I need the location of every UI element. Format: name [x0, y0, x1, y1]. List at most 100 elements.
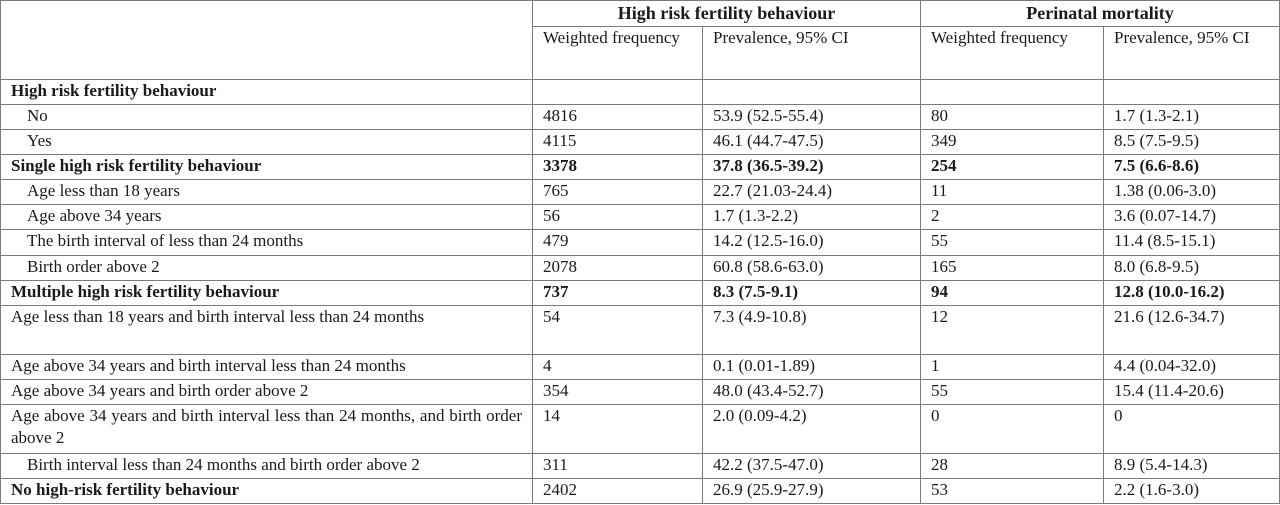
cell-freq1: 4 — [532, 353, 703, 380]
header-group-fertility: High risk fertility behaviour — [532, 0, 921, 28]
cell-prev2: 11.4 (8.5-15.1) — [1103, 229, 1280, 256]
row-label: No — [0, 104, 533, 131]
cell-prev1: 2.0 (0.09-4.2) — [702, 403, 921, 454]
header-empty-cell — [0, 0, 533, 81]
cell-freq1: 56 — [532, 204, 703, 231]
cell-prev1: 37.8 (36.5-39.2) — [702, 154, 921, 181]
cell-freq2: 11 — [920, 179, 1104, 206]
cell-prev2: 8.0 (6.8-9.5) — [1103, 254, 1280, 281]
cell-freq1: 765 — [532, 179, 703, 206]
cell-prev2: 0 — [1103, 403, 1280, 454]
table-row: No high-risk fertility behaviour 2402 26… — [0, 477, 1280, 505]
cell-freq2: 12 — [920, 304, 1104, 355]
cell-prev1: 60.8 (58.6-63.0) — [702, 254, 921, 281]
row-label: Age above 34 years and birth interval le… — [0, 403, 533, 454]
cell-freq1: 2402 — [532, 477, 703, 505]
table-row: Birth order above 2 2078 60.8 (58.6-63.0… — [0, 254, 1280, 281]
cell-freq2: 55 — [920, 229, 1104, 256]
cell-freq1: 479 — [532, 229, 703, 256]
cell-prev2 — [1103, 79, 1280, 106]
table-row: Age above 34 years and birth interval le… — [0, 353, 1280, 380]
table-row: The birth interval of less than 24 month… — [0, 229, 1280, 256]
row-label: The birth interval of less than 24 month… — [0, 229, 533, 256]
cell-prev2: 2.2 (1.6-3.0) — [1103, 477, 1280, 505]
cell-prev1: 8.3 (7.5-9.1) — [702, 279, 921, 306]
cell-freq2: 165 — [920, 254, 1104, 281]
cell-freq1: 4816 — [532, 104, 703, 131]
cell-freq2: 53 — [920, 477, 1104, 505]
cell-freq1: 4115 — [532, 129, 703, 156]
cell-freq2: 1 — [920, 353, 1104, 380]
cell-prev2: 21.6 (12.6-34.7) — [1103, 304, 1280, 355]
cell-prev2: 1.7 (1.3-2.1) — [1103, 104, 1280, 131]
cell-prev1: 0.1 (0.01-1.89) — [702, 353, 921, 380]
cell-prev2: 8.5 (7.5-9.5) — [1103, 129, 1280, 156]
row-label: Age above 34 years — [0, 204, 533, 231]
table-row: High risk fertility behaviour — [0, 79, 1280, 106]
cell-prev2: 3.6 (0.07-14.7) — [1103, 204, 1280, 231]
row-label: High risk fertility behaviour — [0, 79, 533, 106]
cell-freq2: 55 — [920, 378, 1104, 405]
row-label: Yes — [0, 129, 533, 156]
cell-prev2: 1.38 (0.06-3.0) — [1103, 179, 1280, 206]
cell-freq2: 80 — [920, 104, 1104, 131]
table-row: Yes 4115 46.1 (44.7-47.5) 349 8.5 (7.5-9… — [0, 129, 1280, 156]
cell-prev2: 4.4 (0.04-32.0) — [1103, 353, 1280, 380]
row-label: Age less than 18 years — [0, 179, 533, 206]
row-label: Single high risk fertility behaviour — [0, 154, 533, 181]
header-weighted-frequency-2: Weighted frequency — [920, 26, 1104, 81]
row-label: Multiple high risk fertility behaviour — [0, 279, 533, 306]
header-row-1: High risk fertility behaviour Perinatal … — [0, 0, 1280, 81]
cell-prev1: 48.0 (43.4-52.7) — [702, 378, 921, 405]
table-row: Age above 34 years and birth interval le… — [0, 403, 1280, 454]
cell-freq2: 94 — [920, 279, 1104, 306]
header-group-mortality: Perinatal mortality — [920, 0, 1280, 28]
cell-freq1: 311 — [532, 452, 703, 479]
cell-freq1: 14 — [532, 403, 703, 454]
cell-freq1: 354 — [532, 378, 703, 405]
cell-prev2: 7.5 (6.6-8.6) — [1103, 154, 1280, 181]
header-prevalence-2: Prevalence, 95% CI — [1103, 26, 1280, 81]
cell-freq1: 2078 — [532, 254, 703, 281]
cell-freq1: 54 — [532, 304, 703, 355]
table-row: Age above 34 years and birth order above… — [0, 378, 1280, 405]
table-row: Age above 34 years 56 1.7 (1.3-2.2) 2 3.… — [0, 204, 1280, 231]
cell-freq2: 254 — [920, 154, 1104, 181]
cell-prev2: 8.9 (5.4-14.3) — [1103, 452, 1280, 479]
header-prevalence-1: Prevalence, 95% CI — [702, 26, 921, 81]
cell-freq2: 0 — [920, 403, 1104, 454]
row-label: No high-risk fertility behaviour — [0, 477, 533, 505]
cell-prev1: 7.3 (4.9-10.8) — [702, 304, 921, 355]
table-row: Age less than 18 years and birth interva… — [0, 304, 1280, 355]
table-row: Birth interval less than 24 months and b… — [0, 452, 1280, 479]
cell-freq2: 28 — [920, 452, 1104, 479]
cell-prev1: 22.7 (21.03-24.4) — [702, 179, 921, 206]
cell-prev1: 53.9 (52.5-55.4) — [702, 104, 921, 131]
cell-prev1 — [702, 79, 921, 106]
header-row-2: Weighted frequency Prevalence, 95% CI We… — [1, 26, 1280, 81]
row-label: Birth interval less than 24 months and b… — [0, 452, 533, 479]
row-label: Age above 34 years and birth interval le… — [0, 353, 533, 380]
cell-prev1: 1.7 (1.3-2.2) — [702, 204, 921, 231]
table-row: No 4816 53.9 (52.5-55.4) 80 1.7 (1.3-2.1… — [0, 104, 1280, 131]
cell-prev1: 26.9 (25.9-27.9) — [702, 477, 921, 505]
cell-freq2 — [920, 79, 1104, 106]
cell-prev2: 15.4 (11.4-20.6) — [1103, 378, 1280, 405]
table-row: Age less than 18 years 765 22.7 (21.03-2… — [0, 179, 1280, 206]
row-label: Age above 34 years and birth order above… — [0, 378, 533, 405]
header-weighted-frequency-1: Weighted frequency — [532, 26, 703, 81]
cell-freq2: 2 — [920, 204, 1104, 231]
row-label: Age less than 18 years and birth interva… — [0, 304, 533, 355]
cell-prev1: 42.2 (37.5-47.0) — [702, 452, 921, 479]
cell-freq2: 349 — [920, 129, 1104, 156]
table-row: Single high risk fertility behaviour 337… — [0, 154, 1280, 181]
cell-freq1: 737 — [532, 279, 703, 306]
cell-freq1: 3378 — [532, 154, 703, 181]
cell-prev2: 12.8 (10.0-16.2) — [1103, 279, 1280, 306]
cell-freq1 — [532, 79, 703, 106]
table-row: Multiple high risk fertility behaviour 7… — [0, 279, 1280, 306]
cell-prev1: 14.2 (12.5-16.0) — [702, 229, 921, 256]
row-label: Birth order above 2 — [0, 254, 533, 281]
cell-prev1: 46.1 (44.7-47.5) — [702, 129, 921, 156]
